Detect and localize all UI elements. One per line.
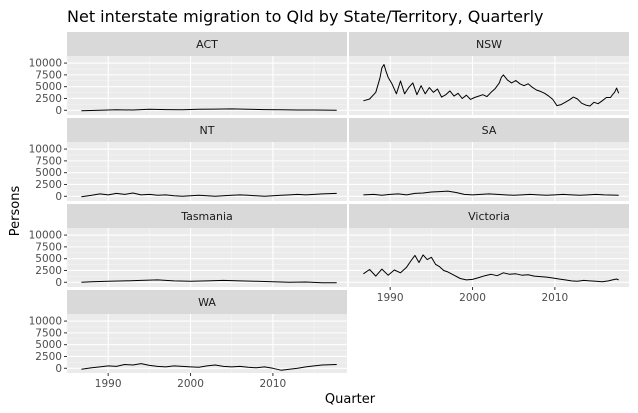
panel-strip-label: SA — [482, 124, 497, 137]
panel-strip — [67, 32, 347, 56]
panel-strip-label: WA — [198, 296, 216, 309]
y-tick-label: 2500 — [35, 179, 62, 191]
y-tick-label: 2500 — [35, 93, 62, 105]
y-tick-label: 0 — [55, 363, 62, 375]
x-tick-label: 2000 — [459, 292, 486, 304]
panel-plot-area — [67, 314, 347, 373]
panel-victoria: Victoria 1990 2000 2010 — [348, 204, 629, 304]
x-axis-title: Quarter — [325, 392, 376, 407]
panel-strip — [349, 204, 629, 228]
x-tick-label: 2010 — [260, 378, 287, 390]
panel-strip-label: Victoria — [468, 210, 510, 223]
y-tick-label: 5000 — [35, 339, 62, 351]
series-line-nt — [81, 192, 337, 198]
y-tick-label: 10000 — [29, 58, 62, 70]
x-tick-label: 2010 — [542, 292, 569, 304]
series-line-tasmania — [81, 279, 337, 284]
panel-strip — [67, 204, 347, 228]
y-tick-label: 7500 — [35, 327, 62, 339]
y-tick-label: 10000 — [29, 144, 62, 156]
x-tick-label: 1990 — [95, 378, 122, 390]
panel-plot-area — [67, 142, 347, 201]
panel-strip — [67, 118, 347, 142]
series-line-victoria — [363, 254, 619, 283]
y-tick-label: 2500 — [35, 265, 62, 277]
y-tick-label: 5000 — [35, 167, 62, 179]
panel-strip-label: ACT — [196, 38, 218, 51]
panels-layer: ACT025005000750010000NSWNT02500500075001… — [29, 32, 629, 390]
panel-plot-area — [349, 142, 629, 201]
y-tick-label: 5000 — [35, 81, 62, 93]
panel-sa: SA — [348, 118, 629, 201]
panel-strip — [349, 118, 629, 142]
y-tick-label: 0 — [55, 191, 62, 203]
y-tick-label: 7500 — [35, 155, 62, 167]
series-line-act — [81, 108, 337, 112]
y-tick-label: 7500 — [35, 241, 62, 253]
y-tick-label: 2500 — [35, 351, 62, 363]
series-line-sa — [363, 190, 619, 196]
panel-strip-label: Tasmania — [180, 210, 233, 223]
series-line-wa — [81, 363, 337, 371]
panel-nsw: NSW — [348, 32, 629, 115]
panel-plot-area — [349, 228, 629, 287]
series-line-nsw — [363, 64, 620, 107]
chart-title: Net interstate migration to Qld by State… — [67, 7, 543, 26]
x-tick-label: 1990 — [377, 292, 404, 304]
y-tick-label: 10000 — [29, 230, 62, 242]
x-tick-label: 2000 — [177, 378, 204, 390]
panel-strip — [349, 32, 629, 56]
y-tick-label: 0 — [55, 277, 62, 289]
panel-strip-label: NSW — [476, 38, 502, 51]
panel-strip — [67, 290, 347, 314]
y-tick-label: 10000 — [29, 316, 62, 328]
panel-plot-area — [349, 56, 629, 115]
y-tick-label: 7500 — [35, 69, 62, 81]
panel-plot-area — [67, 56, 347, 115]
panel-plot-area — [67, 228, 347, 287]
panel-strip-label: NT — [200, 124, 215, 137]
y-axis-title: Persons — [8, 186, 23, 237]
y-tick-label: 5000 — [35, 253, 62, 265]
y-tick-label: 0 — [55, 105, 62, 117]
